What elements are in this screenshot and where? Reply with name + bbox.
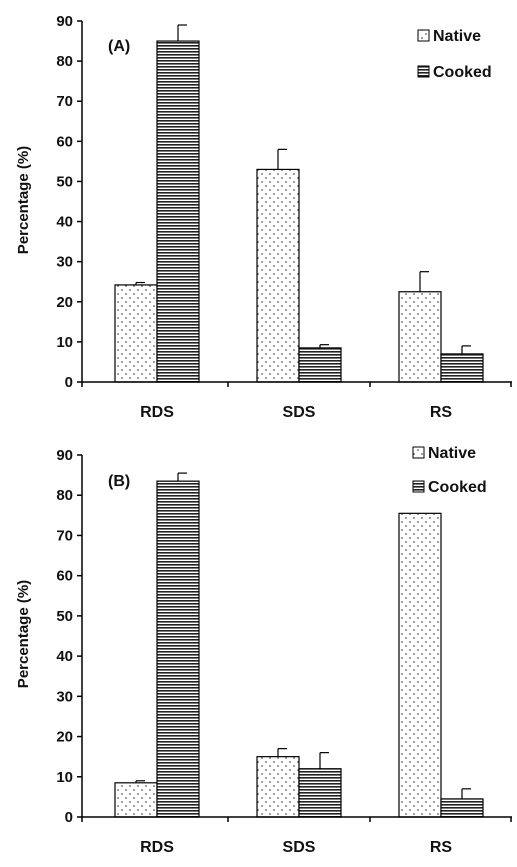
legend-label-cooked: Cooked [433,64,492,81]
panel-label: (A) [108,38,130,55]
category-label: RDS [140,839,174,856]
y-tick-label: 60 [56,133,73,150]
legend: Native Cooked [412,445,487,496]
error-bars [135,472,471,799]
legend-swatch-cooked [412,480,425,493]
legend: Native Cooked [417,28,492,81]
bar-native [114,782,158,818]
bar-native [398,512,442,818]
y-tick-label: 0 [65,374,73,391]
legend-label-native: Native [433,28,481,45]
bar-cooked [440,798,484,818]
y-tick-label: 10 [56,334,73,351]
bar-native [256,756,300,818]
y-tick-label: 50 [56,608,73,625]
error-bars [135,24,471,354]
y-tick-label: 50 [56,173,73,190]
bar-cooked [440,353,484,383]
category-label: RS [430,839,453,856]
y-tick-label: 10 [56,769,73,786]
bars [114,480,484,818]
legend-swatch-native [412,446,425,459]
panel-label: (B) [108,473,130,490]
y-tick-label: 60 [56,568,73,585]
x-axis [81,381,512,387]
bar-cooked [156,40,200,383]
bar-native [256,168,300,383]
y-tick-label: 20 [56,294,73,311]
y-tick-label: 30 [56,688,73,705]
y-tick-label: 40 [56,214,73,231]
bar-cooked [156,480,200,818]
y-ticks: 0 10 20 30 40 50 60 70 80 90 [56,13,83,391]
category-labels: RDS SDS RS [140,839,452,856]
bar-native [114,284,158,383]
y-tick-label: 70 [56,93,73,110]
y-ticks: 0 10 20 30 40 50 60 70 80 90 [56,447,83,826]
chart-panel-a: Percentage (%) (A) 0 10 20 30 40 50 60 70 80 90 R… [15,13,512,421]
chart-panel-b: Percentage (%) (B) 0 10 20 30 40 50 60 70 80 90 R… [15,445,512,856]
y-tick-label: 90 [56,447,73,464]
category-labels: RDS SDS RS [140,404,452,421]
x-axis [81,816,512,822]
legend-swatch-cooked [417,65,430,78]
legend-swatch-native [417,29,430,42]
y-tick-label: 80 [56,53,73,70]
category-label: RDS [140,404,174,421]
y-tick-label: 20 [56,729,73,746]
y-axis-title: Percentage (%) [15,146,32,254]
legend-label-cooked: Cooked [428,479,487,496]
y-tick-label: 70 [56,527,73,544]
y-tick-label: 40 [56,648,73,665]
category-label: RS [430,404,453,421]
bar-native [398,291,442,383]
bar-cooked [298,347,342,383]
category-label: SDS [283,404,316,421]
y-axis-title: Percentage (%) [15,580,32,688]
y-tick-label: 90 [56,13,73,30]
bar-cooked [298,768,342,818]
bars [114,40,484,383]
y-tick-label: 0 [65,809,73,826]
y-tick-label: 80 [56,487,73,504]
y-tick-label: 30 [56,254,73,271]
category-label: SDS [283,839,316,856]
legend-label-native: Native [428,445,476,462]
